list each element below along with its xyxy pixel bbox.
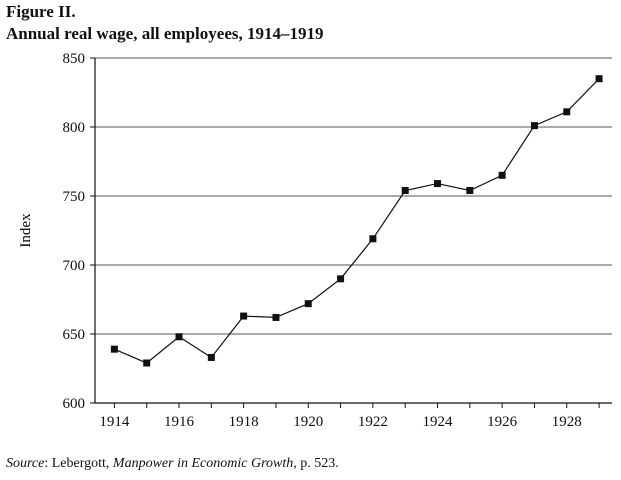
source-work: Manpower in Economic Growth [112, 456, 294, 471]
x-tick-label-1928: 1928 [552, 414, 582, 430]
x-tick-label-1926: 1926 [487, 414, 518, 430]
data-point-1922 [369, 235, 377, 243]
source-page: , p. 523. [293, 456, 339, 471]
y-tick-label-850: 850 [63, 51, 86, 67]
axes [90, 57, 612, 408]
data-point-1917 [207, 353, 215, 361]
y-tick-label-600: 600 [63, 396, 86, 412]
x-tick-label-1922: 1922 [358, 414, 388, 430]
x-tick-label-1914: 1914 [99, 414, 130, 430]
data-point-1921 [337, 275, 345, 283]
source-author: : Lebergott, [44, 456, 113, 471]
y-tick-label-800: 800 [63, 120, 86, 136]
data-point-1925 [466, 186, 474, 194]
data-point-1918 [240, 312, 248, 320]
x-tick-labels: 1914 1916 1918 1920 1922 1924 1926 1928 [99, 414, 581, 430]
y-tick-labels: 600 650 700 750 800 850 [63, 51, 86, 412]
x-tick-label-1916: 1916 [164, 414, 195, 430]
series-real-wage [110, 75, 603, 367]
y-tick-label-750: 750 [63, 189, 86, 205]
y-tick-label-650: 650 [63, 327, 86, 343]
y-axis-label: Index [18, 213, 34, 248]
data-point-1929 [595, 75, 603, 83]
data-point-1923 [401, 186, 409, 194]
x-tick-label-1920: 1920 [293, 414, 323, 430]
data-point-1920 [304, 300, 312, 308]
y-tick-label-700: 700 [63, 258, 86, 274]
x-tick-label-1918: 1918 [229, 414, 259, 430]
data-point-1914 [110, 345, 118, 353]
data-point-1916 [175, 333, 183, 341]
data-point-1919 [272, 313, 280, 321]
figure-label: Figure II. [6, 2, 76, 21]
series-line [114, 78, 600, 364]
data-point-1927 [530, 122, 538, 130]
data-point-1926 [498, 171, 506, 179]
data-point-1928 [563, 108, 571, 116]
figure-title: Annual real wage, all employees, 1914–19… [6, 24, 324, 43]
data-point-1924 [434, 180, 442, 188]
gridlines [95, 57, 612, 335]
data-point-1915 [143, 359, 151, 367]
x-tick-label-1924: 1924 [423, 414, 454, 430]
source-note: Source: Lebergott, Manpower in Economic … [6, 455, 339, 473]
source-prefix: Source [6, 456, 45, 471]
